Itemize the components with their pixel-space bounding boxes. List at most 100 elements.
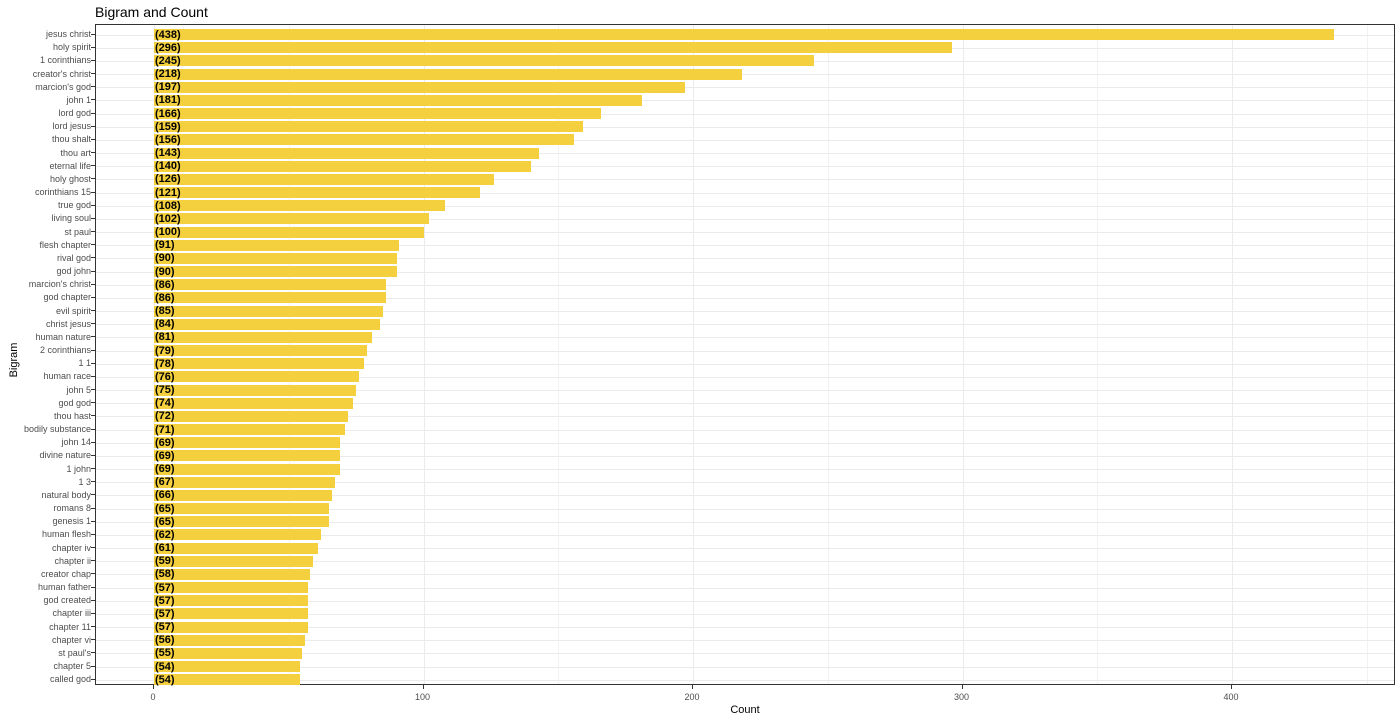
gridline-horizontal: [96, 218, 1394, 220]
gridline-horizontal: [96, 297, 1394, 299]
bar: [154, 555, 313, 567]
y-tick-mark: [91, 310, 95, 312]
bar-value-label: (159): [155, 120, 181, 133]
gridline-vertical: [423, 25, 425, 684]
y-tick-mark: [91, 678, 95, 680]
y-tick-mark: [91, 73, 95, 74]
y-tick-label: divine nature: [39, 450, 91, 461]
y-tick-label: john 14: [61, 437, 91, 448]
y-tick-mark: [91, 573, 95, 575]
gridline-horizontal: [96, 166, 1394, 168]
gridline-horizontal: [96, 350, 1394, 352]
y-tick-label: holy ghost: [49, 173, 91, 184]
bar: [154, 358, 365, 370]
y-tick-label: creator chap: [40, 568, 91, 579]
y-tick-mark: [91, 46, 95, 48]
bar: [154, 384, 357, 396]
bar: [154, 345, 367, 357]
bar: [154, 252, 397, 264]
bar: [154, 621, 308, 633]
y-tick-mark: [91, 481, 95, 483]
y-tick-mark: [91, 428, 95, 430]
gridline-horizontal: [96, 482, 1394, 484]
bar: [154, 476, 335, 488]
y-tick-mark: [91, 112, 95, 114]
bar: [154, 226, 424, 238]
bar: [154, 318, 381, 330]
bar-value-label: (102): [155, 212, 181, 225]
bar-value-label: (58): [155, 568, 175, 581]
bar: [154, 437, 340, 449]
gridline-horizontal: [96, 521, 1394, 523]
gridline-horizontal: [96, 284, 1394, 286]
y-tick-label: john 1: [66, 94, 91, 105]
gridline-horizontal: [96, 179, 1394, 181]
y-tick-label: human nature: [35, 331, 91, 342]
bar: [154, 529, 322, 541]
gridline-horizontal: [96, 271, 1394, 273]
y-tick-mark: [91, 138, 95, 140]
y-tick-mark: [91, 152, 95, 154]
y-tick-label: thou shalt: [51, 134, 91, 145]
gridline-horizontal: [96, 205, 1394, 207]
y-tick-label: genesis 1: [52, 516, 91, 527]
y-tick-label: natural body: [41, 489, 91, 500]
bar-value-label: (108): [155, 199, 181, 212]
gridline-horizontal: [96, 139, 1394, 141]
gridline-horizontal: [96, 587, 1394, 589]
y-tick-label: lord jesus: [52, 121, 91, 132]
y-tick-mark: [91, 125, 95, 127]
plot-panel: (438) (296) (245) (218) (197) (181) (166) (159)…: [95, 24, 1395, 686]
x-tick-label: 100: [414, 692, 431, 702]
bar-value-label: (69): [155, 436, 175, 449]
y-tick-label: jesus christ: [45, 29, 91, 39]
bar: [154, 292, 386, 304]
y-tick-label: chapter iv: [51, 542, 91, 553]
y-tick-mark: [91, 362, 95, 364]
bar-value-label: (143): [155, 147, 181, 160]
bar-value-label: (91): [155, 239, 175, 252]
y-tick-label: john 5: [66, 384, 91, 395]
y-tick-mark: [91, 59, 95, 61]
y-tick-label: god god: [58, 397, 91, 408]
y-axis-title: Bigram: [8, 342, 20, 378]
y-tick-label: marcion's christ: [28, 279, 91, 290]
y-tick-mark: [91, 665, 95, 667]
y-tick-label: 1 john: [66, 463, 91, 474]
y-tick-label: living soul: [51, 213, 91, 224]
bar-value-label: (57): [155, 621, 175, 634]
gridline-horizontal: [96, 192, 1394, 194]
y-tick-label: flesh chapter: [39, 239, 91, 250]
bar-value-label: (90): [155, 265, 175, 278]
bar-value-label: (66): [155, 489, 175, 502]
bar: [154, 634, 305, 646]
gridline-horizontal: [96, 442, 1394, 444]
bar-value-label: (90): [155, 252, 175, 265]
x-tick-label: 200: [684, 692, 700, 702]
bar-value-label: (85): [155, 305, 175, 318]
y-tick-label: creator's christ: [32, 68, 91, 79]
gridline-horizontal: [96, 429, 1394, 431]
y-tick-label: marcion's god: [35, 81, 91, 92]
gridline-horizontal: [96, 337, 1394, 339]
gridline-horizontal: [96, 534, 1394, 536]
bar: [154, 371, 359, 383]
gridline-horizontal: [96, 679, 1394, 681]
bar: [154, 410, 349, 422]
y-tick-mark: [91, 191, 95, 193]
y-tick-mark: [91, 86, 95, 88]
bar: [154, 305, 384, 317]
y-tick-mark: [91, 336, 95, 338]
gridline-horizontal: [96, 363, 1394, 365]
bar: [154, 661, 300, 673]
x-tick-mark: [961, 685, 963, 689]
bar: [154, 81, 685, 93]
x-axis-title: Count: [730, 704, 760, 716]
gridline-horizontal: [96, 600, 1394, 602]
x-tick-mark: [1231, 685, 1232, 689]
y-tick-label: st paul: [64, 226, 91, 237]
y-tick-label: chapter iii: [52, 608, 91, 619]
gridline-horizontal: [96, 574, 1394, 576]
bar: [154, 68, 742, 80]
gridline-vertical: [693, 25, 694, 684]
